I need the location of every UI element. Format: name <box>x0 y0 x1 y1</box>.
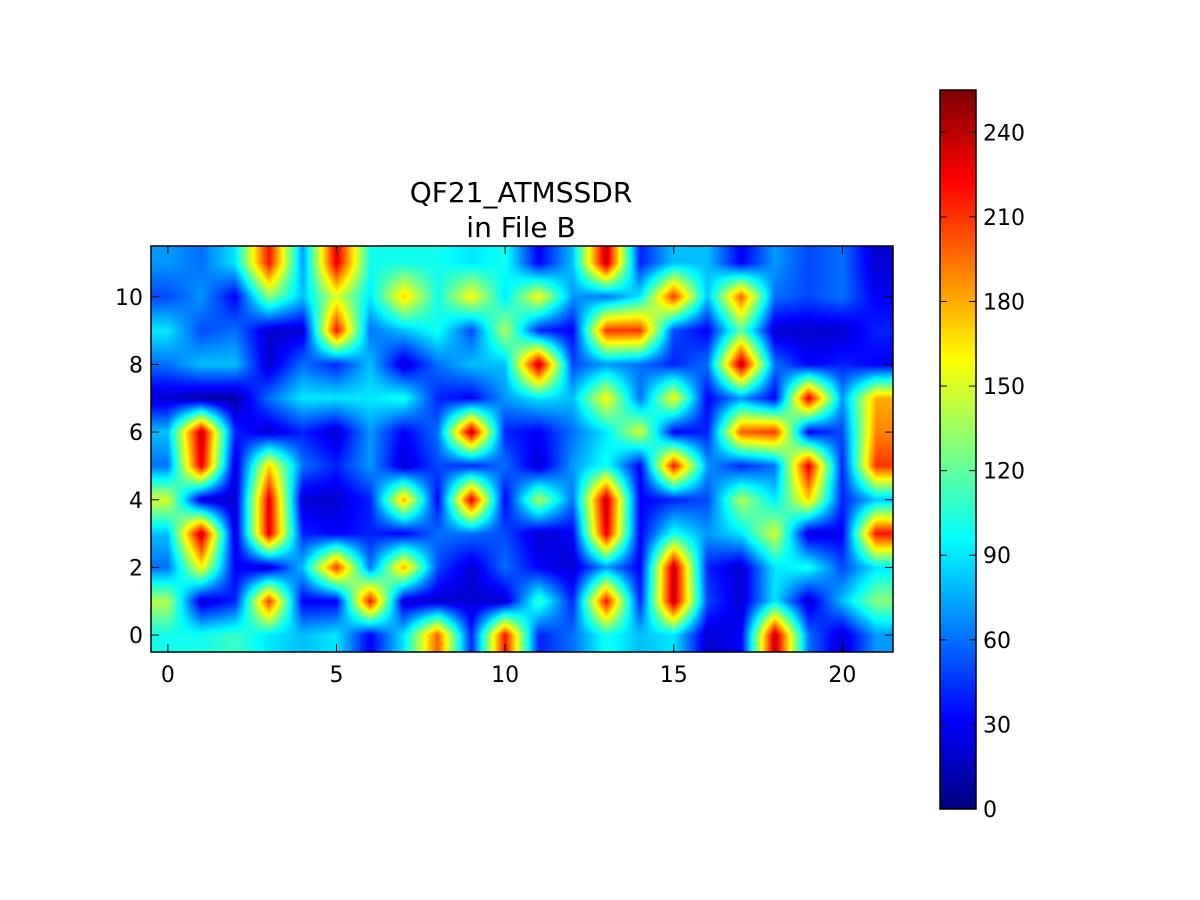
y-tick-label: 0 <box>129 624 143 649</box>
y-tick-label: 2 <box>129 556 143 581</box>
y-axis: 0 2 4 6 8 10 <box>115 286 893 649</box>
colorbar-axis: 0 30 60 90 120 150 180 210 240 <box>940 121 1025 823</box>
plot-frame <box>150 245 894 653</box>
y-tick-label: 8 <box>129 353 143 378</box>
chart-subtitle: in File B <box>466 211 575 244</box>
colorbar-tick-label: 180 <box>983 290 1025 315</box>
y-tick-label: 10 <box>115 286 143 311</box>
colorbar-frame <box>939 89 977 810</box>
heatmap-area <box>151 246 893 652</box>
chart-title: QF21_ATMSSDR <box>410 176 633 209</box>
colorbar-tick-label: 60 <box>983 629 1011 654</box>
x-tick-label: 20 <box>828 663 856 688</box>
colorbar-tick-label: 120 <box>983 460 1025 485</box>
y-tick-label: 4 <box>129 489 143 514</box>
colorbar-tick-label: 90 <box>983 544 1011 569</box>
x-tick-label: 0 <box>161 663 175 688</box>
x-tick-label: 5 <box>330 663 344 688</box>
colorbar-tick-label: 150 <box>983 375 1025 400</box>
colorbar-tick-label: 30 <box>983 713 1011 738</box>
colorbar-tick-label: 210 <box>983 206 1025 231</box>
x-tick-label: 10 <box>491 663 519 688</box>
x-axis: 0 5 10 15 20 <box>161 246 856 688</box>
y-tick-label: 6 <box>129 421 143 446</box>
colorbar-gradient <box>940 90 976 809</box>
colorbar-tick-label: 240 <box>983 121 1025 146</box>
x-tick-label: 15 <box>660 663 688 688</box>
colorbar-tick-label: 0 <box>983 798 997 823</box>
